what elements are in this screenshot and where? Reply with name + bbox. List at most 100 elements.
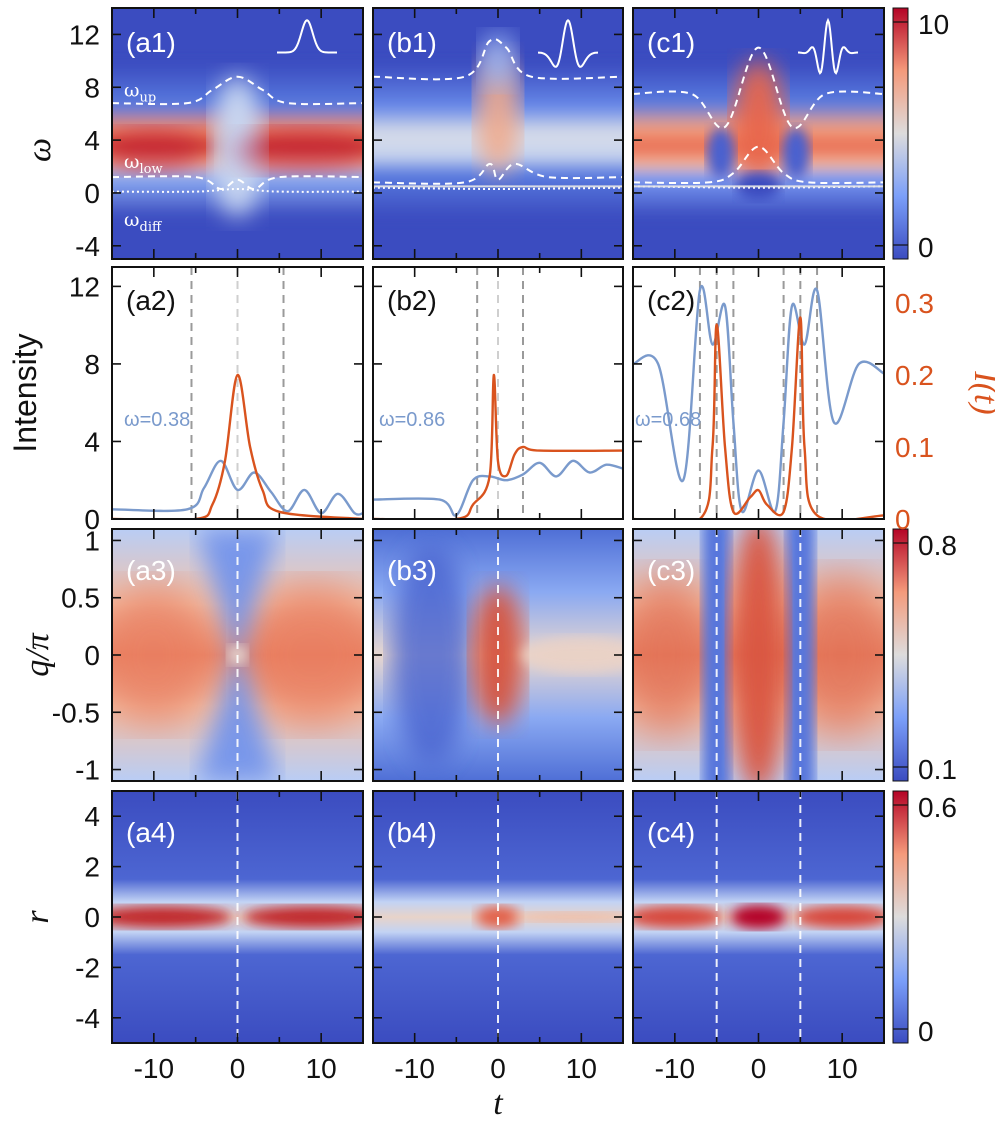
lineplot-c2: [633, 267, 884, 519]
panel-tag: (a3): [126, 555, 176, 586]
x-tick-label: 0: [230, 1053, 246, 1084]
y-axis-label-current: I(t): [967, 370, 995, 414]
y-axis-label-r: r: [19, 910, 56, 924]
omega-annotation-c: ω=0.68: [635, 409, 701, 431]
omega-low-line: [373, 162, 623, 185]
intensity-line: [112, 459, 363, 516]
panel-tag: (b4): [387, 817, 437, 848]
colorbar: [892, 528, 909, 782]
y-tick-label: 12: [69, 19, 100, 50]
heatmap-hot: [476, 53, 520, 174]
y-tick-label: -0.5: [52, 697, 100, 728]
panel-tag: (c4): [647, 817, 695, 848]
y-tick-label: -1: [75, 755, 100, 786]
heatmap-hot: [794, 906, 884, 928]
omega-up-line: [373, 38, 623, 81]
x-tick-label: -10: [655, 1053, 695, 1084]
heatmap-cool: [782, 127, 811, 180]
omega-diff-sub: diff: [140, 220, 163, 235]
panel-tag: (b1): [387, 27, 437, 58]
y-tick-label: 8: [84, 349, 100, 380]
y-axis-label-q: q/π: [19, 632, 56, 676]
y-axis-label-omega: ω: [21, 138, 58, 162]
omega-annotation-a: ω=0.38: [124, 409, 190, 431]
panel-tag: (a4): [126, 817, 176, 848]
heatmap-hot: [633, 575, 717, 735]
colorbar-max-label: 0.8: [918, 530, 957, 561]
current-line: [112, 373, 363, 519]
panel-tag: (a1): [126, 27, 176, 58]
heatmap-light: [513, 912, 623, 922]
y-tick-label: 0: [84, 640, 100, 671]
omega-diff-label: ωdiff: [124, 209, 163, 235]
panel-tag: (c1): [647, 27, 695, 58]
panel-tag: (c2): [647, 285, 695, 316]
heatmap-a4: [112, 791, 363, 1043]
colorbar: [892, 790, 909, 1044]
lineplot-b2: [373, 267, 623, 519]
heatmap-hot: [112, 585, 214, 725]
y-tick-label: 8: [84, 72, 100, 103]
y-right-tick-label: 0.1: [895, 432, 934, 463]
y-tick-label: -4: [75, 231, 100, 262]
omega-up-symbol: ω: [124, 80, 140, 102]
x-tick-label: 0: [490, 1053, 506, 1084]
heatmap-hot: [633, 906, 723, 928]
x-tick-label: -10: [134, 1053, 174, 1084]
heatmap-cool: [480, 32, 516, 89]
heatmap-b3: [373, 529, 623, 781]
pulse-inset-b1: [538, 18, 598, 68]
x-tick-label: 0: [751, 1053, 767, 1084]
panel-tag: (a2): [126, 285, 176, 316]
colorbar-min-label: 0: [918, 232, 934, 263]
colorbar-max-label: 0.6: [918, 792, 957, 823]
heatmap-hot: [112, 128, 204, 173]
heatmap-light: [521, 637, 623, 673]
omega-up-line: [112, 75, 363, 106]
heatmap-hot: [730, 905, 787, 929]
x-axis-label: t: [493, 1085, 504, 1122]
lineplot-a2: [112, 267, 363, 519]
panel-tag: (b2): [387, 285, 437, 316]
heatmap-hot: [730, 529, 787, 781]
omega-up-label: ωup: [124, 80, 156, 106]
x-tick-label: 10: [306, 1053, 337, 1084]
y-tick-label: 0.5: [61, 583, 100, 614]
omega-diff-line: [373, 186, 623, 191]
y-tick-label: 2: [84, 852, 100, 883]
panel-tag: (c3): [647, 555, 695, 586]
omega-up-sub: up: [140, 91, 157, 106]
heatmap-a3: [112, 529, 363, 781]
intensity-line: [633, 285, 884, 514]
omega-low-label: ωlow: [124, 151, 163, 177]
heatmap-hot: [234, 128, 363, 173]
heatmap-hot: [242, 906, 363, 928]
y-tick-label: 4: [84, 125, 100, 156]
heatmap-b1: [373, 8, 623, 259]
heatmap-c3: [633, 529, 884, 781]
omega-low-line: [633, 145, 884, 185]
heatmap-b4: [373, 791, 623, 1043]
y-tick-label: -4: [75, 1003, 100, 1034]
heatmap-cool: [706, 127, 735, 180]
omega-low-sub: low: [140, 162, 163, 177]
heatmap-a1: [112, 8, 363, 259]
omega-diff-line: [112, 187, 363, 193]
colorbar-min-label: 0: [918, 1016, 934, 1047]
heatmap-c4: [633, 791, 884, 1043]
y-tick-label: 4: [84, 426, 100, 457]
panel-tag: (b3): [387, 555, 437, 586]
x-tick-label: 10: [566, 1053, 597, 1084]
y-tick-label: 0: [84, 178, 100, 209]
y-tick-label: -2: [75, 952, 100, 983]
y-tick-label: 0: [84, 504, 100, 535]
pulse-inset-a1: [277, 19, 337, 54]
heatmap-cool: [391, 545, 472, 765]
omega-low-symbol: ω: [124, 151, 140, 173]
heatmap-hot: [112, 906, 233, 928]
y-axis-label-intensity: Intensity: [7, 333, 43, 452]
heatmap-hot: [732, 60, 785, 181]
x-tick-label: -10: [394, 1053, 434, 1084]
y-tick-label: 1: [84, 525, 100, 556]
